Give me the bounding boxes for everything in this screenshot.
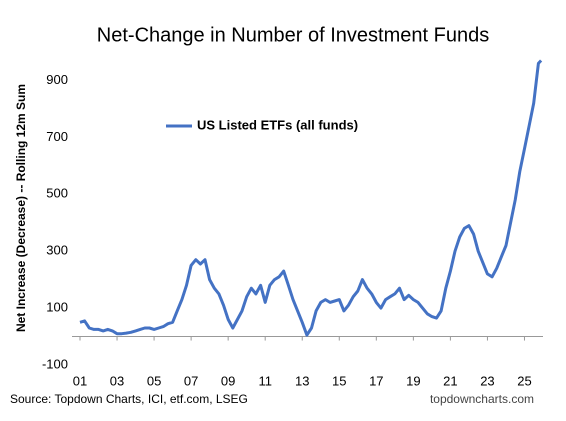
x-tick-label: 01 [73,373,87,388]
x-tick-label: 21 [443,373,457,388]
x-tick-label: 11 [258,373,272,388]
watermark: topdowncharts.com [430,392,534,406]
chart-title: Net-Change in Number of Investment Funds [97,24,489,46]
y-tick-label: -100 [42,356,68,371]
y-tick-label: 700 [46,129,68,144]
x-tick-label: 19 [406,373,420,388]
x-tick-label: 07 [184,373,198,388]
x-tick-label: 23 [480,373,494,388]
y-tick-label: 300 [46,243,68,258]
y-axis-label: Net Increase (Decrease) -- Rolling 12m S… [14,84,28,332]
legend-label: US Listed ETFs (all funds) [197,117,358,132]
line-series [79,59,543,337]
x-tick-label: 05 [147,373,161,388]
x-tick-label: 25 [517,373,531,388]
y-tick-label: 500 [46,186,68,201]
y-tick-label: 100 [46,300,68,315]
x-tick-label: 15 [332,373,346,388]
x-tick-label: 03 [110,373,124,388]
source: Source: Topdown Charts, ICI, etf.com, LS… [10,392,248,406]
y-tick-label: 900 [46,72,68,87]
x-tick-label: 17 [369,373,383,388]
x-tick-label: 09 [221,373,235,388]
x-tick-label: 13 [295,373,309,388]
